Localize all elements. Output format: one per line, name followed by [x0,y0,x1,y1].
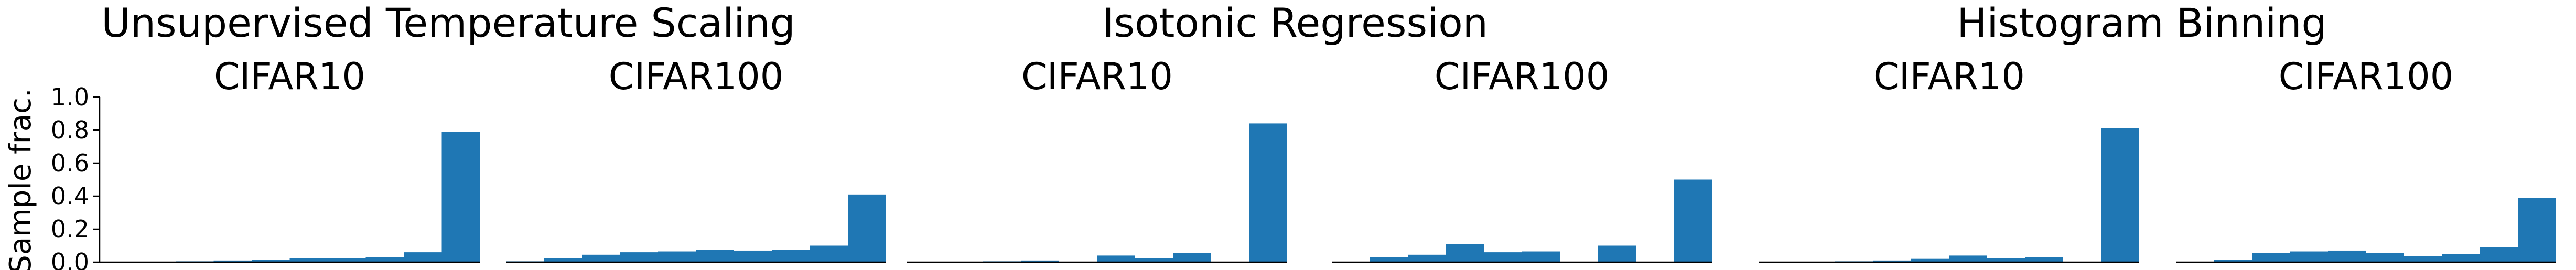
panel-1: CIFAR10 0.0 0.2 0.4 0.6 0.8 1.0 [51,55,480,270]
y-tick-label: 1.0 [51,83,89,111]
panel-title: CIFAR100 [2279,55,2454,98]
bar [289,258,328,262]
bar [2252,253,2290,262]
bar [582,254,620,262]
bar [1249,123,1287,262]
bar [2101,128,2139,262]
bar [620,252,658,262]
bar [1135,258,1173,262]
panel-title: CIFAR100 [1435,55,1610,98]
bar [404,252,442,262]
panel-6: CIFAR100 [2176,55,2556,263]
group-title-histogram-binning: Histogram Binning [1957,0,2327,46]
y-axis-label: Sample frac. [4,88,38,270]
bar [544,258,582,262]
panel-5: CIFAR10 [1759,55,2139,263]
bar [1873,260,1911,262]
bar [2480,247,2518,262]
panel-title: CIFAR10 [1021,55,1173,98]
bar [1097,255,1135,262]
panel-title: CIFAR10 [1873,55,2025,98]
bar [1484,252,1522,262]
bar [810,245,848,262]
bar [1598,245,1636,262]
bar [1911,258,1949,262]
bar [441,132,480,262]
group-title-temperature-scaling: Unsupervised Temperature Scaling [101,0,795,46]
bar [2328,250,2366,262]
bar [2214,260,2252,262]
bar [734,250,772,262]
y-tick-label: 0.8 [51,116,89,144]
bar [2290,251,2328,262]
panel-title: CIFAR100 [609,55,784,98]
bar [328,258,366,262]
group-title-isotonic-regression: Isotonic Regression [1102,0,1488,46]
y-tick-label: 0.6 [51,149,89,177]
bar [772,250,810,262]
panel-4: CIFAR100 [1332,55,1712,263]
bar [213,260,252,262]
bar [1987,258,2025,262]
panel-2: CIFAR100 [506,55,886,263]
bar [2518,198,2556,262]
bar [1173,253,1211,262]
panels: CIFAR10 0.0 0.2 0.4 0.6 0.8 1.0 CIFAR100 CIFAR10… [51,55,2556,270]
bar [696,250,734,262]
panel-3: CIFAR10 [907,55,1287,263]
bar [1949,255,1987,262]
bar [658,251,696,262]
bar [1446,244,1484,262]
bar [2442,254,2480,262]
bar [365,257,404,262]
bar [1408,254,1446,262]
panel-title: CIFAR10 [214,55,365,98]
bar [1021,260,1059,262]
y-tick-label: 0.2 [51,215,89,243]
bar [2025,257,2063,262]
bar [848,194,886,262]
bar [1674,179,1712,262]
bar [2366,253,2404,262]
bar [2404,256,2442,262]
y-tick-label: 0.0 [51,248,89,270]
bar [252,260,290,262]
bar [1522,251,1560,262]
y-tick-label: 0.4 [51,182,89,210]
bar [1370,257,1408,262]
